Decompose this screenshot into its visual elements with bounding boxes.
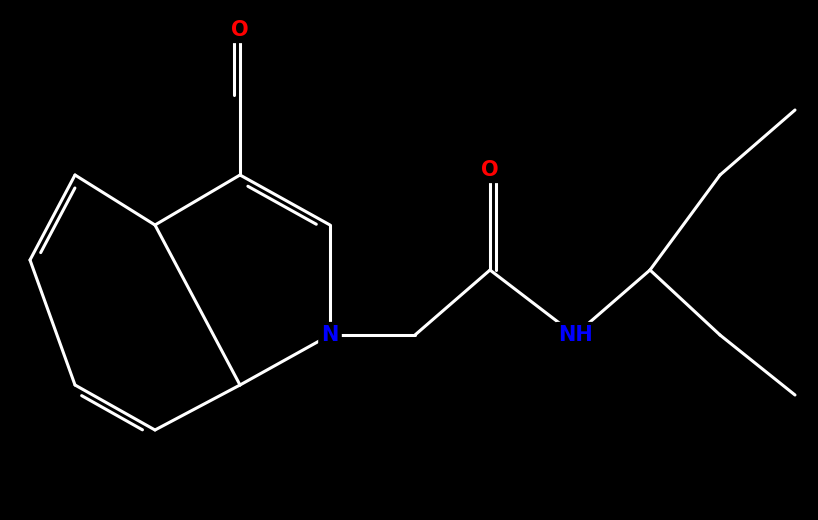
Text: NH: NH — [558, 325, 592, 345]
Text: N: N — [321, 325, 339, 345]
Text: O: O — [231, 20, 249, 40]
Text: O: O — [481, 160, 499, 180]
